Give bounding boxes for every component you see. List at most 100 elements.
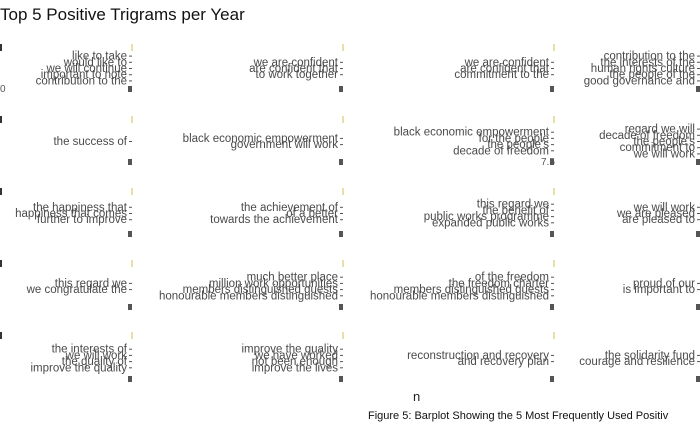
trigram-label: commitment to xyxy=(620,142,695,154)
trigram-label: like to take xyxy=(72,51,127,63)
facet-strip xyxy=(342,188,344,195)
trigram-label: would like to xyxy=(63,57,127,69)
trigram-label: improve the quality xyxy=(241,344,338,356)
facet-strip xyxy=(342,44,344,51)
x-tick-label xyxy=(128,159,132,165)
trigram-label: is important to xyxy=(623,284,695,296)
x-tick-label xyxy=(339,159,343,165)
x-tick-label xyxy=(128,376,132,382)
trigram-label: are confident that xyxy=(249,63,339,75)
trigram-label: and recovery plan xyxy=(458,356,549,368)
trigram-label: we will work xyxy=(633,148,696,160)
trigram-label: honourable members distinguished xyxy=(159,290,338,302)
facet-strip xyxy=(342,260,344,267)
x-tick-label xyxy=(550,376,554,382)
trigram-label: commitment to the xyxy=(454,69,549,81)
trigram-label: million work opportunities xyxy=(209,278,338,290)
x-tick-label xyxy=(550,159,554,165)
facet-strip xyxy=(131,116,133,123)
trigram-label: the interests of the xyxy=(600,57,695,69)
x-tick-label xyxy=(128,304,132,310)
facet-strip xyxy=(342,332,344,339)
trigram-label: contribution to the xyxy=(36,75,127,87)
facet-panel: the success of xyxy=(0,116,132,165)
x-tick-label xyxy=(339,304,343,310)
x-tick-label xyxy=(550,231,554,237)
trigram-label: the solidarity fund xyxy=(605,350,695,362)
trigram-label: expanded public works xyxy=(432,217,549,229)
trigram-label: we will continue xyxy=(45,63,127,75)
facet-strip xyxy=(0,44,2,51)
trigram-label: are pleased to xyxy=(622,214,695,226)
trigram-label: towards the achievement xyxy=(210,214,339,226)
chart-title: Top 5 Positive Trigrams per Year xyxy=(0,5,245,24)
x-tick-label xyxy=(696,376,700,382)
trigram-label: courage and resilience xyxy=(579,356,695,368)
trigram-label: we are pleased xyxy=(616,208,695,220)
trigram-label: the quality of xyxy=(62,356,128,368)
x-tick-label xyxy=(339,86,343,92)
trigram-label: decade of freedom xyxy=(453,145,549,157)
facet-strip xyxy=(131,332,133,339)
x-tick-label xyxy=(696,159,700,165)
facet-strip xyxy=(131,44,133,51)
trigram-label: contribution to the xyxy=(604,51,695,63)
x-tick-label xyxy=(550,304,554,310)
trigram-label: for the people xyxy=(479,133,549,145)
facet-strip xyxy=(0,260,2,267)
trigram-label: this regard we xyxy=(477,199,549,211)
trigram-label: the happiness that xyxy=(33,202,128,214)
trigram-label: this regard we xyxy=(55,278,127,290)
trigram-label: decade of freedom xyxy=(599,130,695,142)
facet-strip xyxy=(0,332,2,339)
trigram-label: we are confident xyxy=(253,57,339,69)
figure-caption: Figure 5: Barplot Showing the 5 Most Fre… xyxy=(368,410,669,422)
facet-strip xyxy=(131,188,133,195)
facet-strip xyxy=(553,260,555,267)
trigram-label: we have worked xyxy=(254,350,338,362)
trigram-label: much better place xyxy=(247,272,338,284)
x-tick-label xyxy=(339,376,343,382)
x-tick-label xyxy=(339,231,343,237)
trigram-label: the freedom charter xyxy=(449,278,550,290)
trigram-label: improve the quality xyxy=(30,362,127,374)
facet-strip xyxy=(0,188,2,195)
trigram-label: the people's xyxy=(633,136,695,148)
trigram-label: public works programme xyxy=(424,211,549,223)
trigram-label: we are confident xyxy=(464,57,550,69)
trigram-label: of the freedom xyxy=(475,272,549,284)
facet-strip xyxy=(342,116,344,123)
x-tick-label xyxy=(696,86,700,92)
trigram-label: we congratulate the xyxy=(26,284,127,296)
x-axis-tick-label: 0 xyxy=(0,84,6,95)
trigram-label: the success of xyxy=(53,136,127,148)
x-tick-label xyxy=(128,86,132,92)
trigram-label: happiness that comes xyxy=(15,208,127,220)
facet-strip xyxy=(553,332,555,339)
facet-strip xyxy=(553,44,555,51)
x-axis-tick-label: 7.5 xyxy=(541,157,555,168)
trigram-label: of a better xyxy=(286,208,338,220)
x-tick-label xyxy=(696,304,700,310)
trigram-label: human rights culture xyxy=(591,63,695,75)
facet-strip xyxy=(131,260,133,267)
trigram-label: members distinguished guests xyxy=(183,284,339,296)
trigram-label: are confident that xyxy=(460,63,550,75)
